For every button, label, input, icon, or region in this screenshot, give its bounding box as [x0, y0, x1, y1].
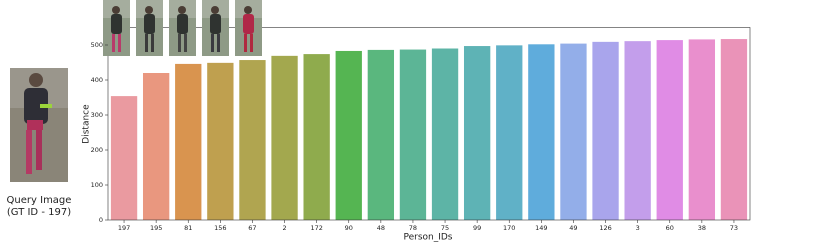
bar: [110, 96, 138, 220]
bar: [431, 48, 459, 220]
thumbnail-leg: [118, 34, 121, 52]
query-image: [10, 68, 68, 182]
bar: [367, 49, 395, 221]
plot: [110, 39, 748, 221]
bar: [335, 50, 362, 221]
x-tick-label: 81: [184, 224, 192, 232]
thumbnail-body: [177, 14, 188, 34]
x-tick-label: 195: [150, 224, 162, 232]
x-tick-label: 2: [282, 224, 286, 232]
x-tick-label: 49: [569, 224, 577, 232]
thumbnail-head: [211, 6, 219, 14]
bar: [656, 40, 683, 220]
thumbnail-leg: [151, 34, 154, 52]
x-tick-label: 75: [441, 224, 449, 232]
x-tick-label: 78: [409, 224, 417, 232]
thumbnail-body: [111, 14, 122, 34]
thumbnail-leg: [112, 34, 115, 52]
x-axis-label: Person_IDs: [403, 233, 452, 243]
plot-frame: [107, 27, 751, 221]
thumbnail-leg: [217, 34, 220, 52]
y-tick-label: 0: [99, 216, 103, 224]
x-tick-label: 60: [666, 224, 674, 232]
bar: [271, 55, 298, 220]
thumbnail-body: [210, 14, 221, 34]
bar: [720, 39, 748, 220]
x-tick-label: 67: [248, 224, 256, 232]
x-tick-label: 156: [214, 224, 226, 232]
bar: [303, 54, 330, 220]
bar: [592, 41, 619, 220]
query-caption: Query Image: [7, 195, 72, 206]
bar: [496, 45, 523, 220]
y-tick-label: 300: [91, 111, 103, 119]
thumbnail-head: [112, 6, 120, 14]
y-tick-label: 400: [91, 76, 103, 84]
thumbnail-leg: [250, 34, 253, 52]
y-tick-label: 200: [91, 146, 103, 154]
thumbnail-leg: [244, 34, 247, 52]
x-tick-label: 73: [730, 224, 738, 232]
thumbnail-body: [243, 14, 254, 34]
bar: [528, 44, 555, 220]
x-tick-label: 126: [599, 224, 611, 232]
bar: [463, 46, 491, 220]
thumbnail-leg: [211, 34, 214, 52]
thumbnail-body: [144, 14, 155, 34]
y-tick-label: 100: [91, 181, 103, 189]
thumbnail-head: [145, 6, 153, 14]
bar: [207, 62, 234, 220]
x-tick-label: 90: [345, 224, 353, 232]
x-tick-label: 38: [698, 224, 706, 232]
query-caption: (GT ID - 197): [7, 207, 71, 218]
y-axis-label: Distance: [82, 104, 92, 144]
thumbnail-leg: [145, 34, 148, 52]
bar: [175, 63, 202, 221]
x-tick-label: 170: [503, 224, 515, 232]
x-tick-label: 48: [377, 224, 385, 232]
x-tick-label: 172: [310, 224, 322, 232]
gallery-thumbnails: [103, 0, 262, 56]
y-tick-label: 500: [91, 41, 103, 49]
bar: [142, 73, 170, 220]
bar: [624, 41, 651, 221]
bar: [560, 43, 587, 220]
thumbnail-head: [244, 6, 252, 14]
thumbnail-leg: [178, 34, 181, 52]
thumbnail-leg: [184, 34, 187, 52]
thumbnail-head: [178, 6, 186, 14]
bar: [399, 49, 427, 220]
bar: [688, 39, 716, 221]
x-tick-label: 197: [118, 224, 130, 232]
bar: [239, 60, 266, 220]
x-tick-label: 99: [473, 224, 481, 232]
x-tick-label: 3: [636, 224, 640, 232]
x-tick-label: 149: [535, 224, 547, 232]
